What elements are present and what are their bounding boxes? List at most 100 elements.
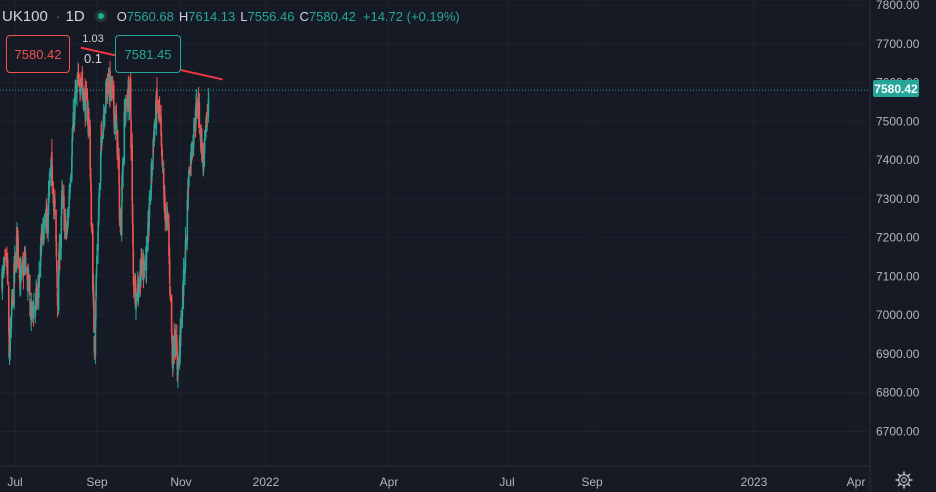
price-tick-label: 7200.00: [876, 231, 920, 245]
candle-body: [71, 137, 73, 157]
candle-body: [55, 241, 58, 257]
candle-body: [10, 314, 13, 329]
price-tick-label: 7100.00: [876, 269, 920, 283]
candle-body: [60, 216, 63, 248]
spread-bottom: 0.1: [83, 51, 103, 66]
candle-body: [56, 274, 58, 289]
timeframe-label[interactable]: 1D: [65, 7, 85, 25]
candle-body: [180, 320, 182, 334]
price-tick-label: 6800.00: [876, 386, 920, 400]
sell-button[interactable]: 7580.42: [6, 35, 70, 73]
candle-body: [195, 102, 198, 113]
change-value: +14.72 (+0.19%): [362, 8, 460, 24]
candle-body: [85, 91, 88, 100]
gear-icon[interactable]: [895, 471, 913, 489]
candle-body: [131, 144, 133, 203]
time-tick-label: Sep: [86, 475, 108, 489]
candle-body: [207, 101, 210, 103]
open-label: O: [116, 8, 127, 24]
candle-body: [74, 90, 76, 101]
candle-body: [198, 102, 201, 128]
candle-body: [51, 151, 53, 162]
close-value: 7580.42: [308, 8, 356, 24]
candle-body: [161, 163, 164, 165]
candle-body: [203, 138, 206, 154]
spread-top: 1.03: [82, 33, 104, 45]
low-value: 7556.46: [247, 8, 295, 24]
candle-body: [167, 215, 169, 221]
candle-body: [72, 112, 75, 129]
price-tick-label: 7000.00: [876, 308, 920, 322]
candle-body: [51, 165, 54, 187]
buy-button[interactable]: 7581.45: [115, 35, 181, 73]
candle-body: [12, 291, 14, 305]
candle-body: [123, 111, 126, 163]
candle-body: [47, 212, 49, 234]
price-tick-label: 6700.00: [876, 424, 920, 438]
header-separator: ·: [55, 8, 61, 24]
candle-body: [75, 88, 77, 95]
candle-body: [35, 288, 38, 304]
candle-body: [59, 246, 61, 257]
candle-body: [95, 276, 97, 297]
candle-body: [156, 106, 159, 111]
open-value: 7560.68: [126, 8, 174, 24]
candle-body: [161, 149, 164, 166]
candle-body: [80, 78, 82, 80]
time-tick-label: 2022: [253, 475, 280, 489]
candle-body: [151, 161, 153, 177]
candle-body: [88, 117, 90, 131]
candle-body: [104, 108, 106, 115]
candle-body: [164, 204, 167, 221]
candle-body: [76, 85, 78, 93]
candle-body: [95, 267, 98, 278]
candle-body: [170, 294, 173, 334]
candle-body: [95, 300, 97, 319]
candle-body: [63, 195, 65, 207]
candle-body: [57, 261, 60, 311]
candle-body: [156, 88, 158, 104]
candle-body: [72, 126, 74, 134]
candle-body: [116, 130, 118, 153]
candle-body: [54, 199, 56, 208]
price-tick-label: 7400.00: [876, 153, 920, 167]
candle-body: [33, 306, 35, 318]
candle-body: [40, 236, 43, 241]
candle-body: [172, 338, 174, 369]
price-tick-label: 7700.00: [876, 37, 920, 51]
candle-body: [127, 87, 130, 110]
candle-body: [97, 224, 100, 227]
time-tick-label: Jul: [499, 475, 514, 489]
candle-body: [153, 125, 156, 136]
candle-body: [145, 248, 148, 271]
candle-body: [48, 180, 51, 186]
candle-body: [43, 215, 46, 223]
candle-body: [97, 231, 99, 252]
close-label: C: [299, 8, 309, 24]
price-tick-label: 7800.00: [876, 0, 920, 12]
candle-body: [190, 143, 193, 162]
last-price-label: 7580.42: [873, 80, 919, 97]
candle-body: [69, 177, 72, 181]
candle-body: [143, 263, 146, 278]
candle-body: [120, 204, 123, 236]
high-label: H: [178, 8, 189, 24]
candle-body: [160, 117, 162, 136]
symbol-name[interactable]: UK100: [2, 7, 48, 25]
price-axis[interactable]: 7800.007700.007600.007500.007400.007300.…: [869, 0, 920, 492]
candle-body: [122, 166, 124, 188]
candle-body: [169, 290, 172, 292]
price-tick-label: 6900.00: [876, 347, 920, 361]
candle-body: [10, 298, 13, 316]
candle-body: [168, 260, 171, 284]
candle-body: [113, 85, 115, 114]
candle-body: [19, 269, 22, 283]
time-tick-label: Sep: [581, 475, 603, 489]
time-tick-label: Apr: [380, 475, 399, 489]
candle-body: [140, 276, 142, 286]
candle-body: [6, 258, 9, 283]
candle-body: [129, 78, 132, 116]
candle-body: [201, 140, 203, 152]
time-axis[interactable]: Jul Sep Nov 2022 Apr Jul Sep 2023 Apr: [0, 465, 870, 489]
